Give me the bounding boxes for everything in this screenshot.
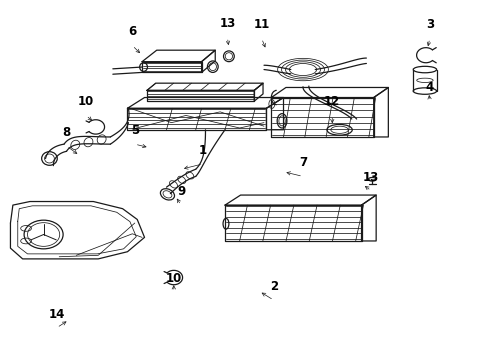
Text: 8: 8 bbox=[62, 126, 70, 139]
Text: 3: 3 bbox=[425, 18, 433, 31]
Text: 4: 4 bbox=[425, 81, 433, 94]
Text: 14: 14 bbox=[48, 307, 65, 320]
Text: 5: 5 bbox=[130, 124, 139, 137]
Text: 12: 12 bbox=[324, 95, 340, 108]
Text: 7: 7 bbox=[298, 156, 306, 169]
Text: 1: 1 bbox=[199, 144, 207, 157]
Text: 2: 2 bbox=[269, 280, 277, 293]
Text: 10: 10 bbox=[78, 95, 94, 108]
Text: 10: 10 bbox=[165, 272, 182, 285]
Text: 6: 6 bbox=[128, 25, 136, 39]
Text: 13: 13 bbox=[219, 17, 235, 30]
Text: 11: 11 bbox=[253, 18, 269, 31]
Text: 13: 13 bbox=[363, 171, 379, 184]
Text: 9: 9 bbox=[177, 185, 185, 198]
